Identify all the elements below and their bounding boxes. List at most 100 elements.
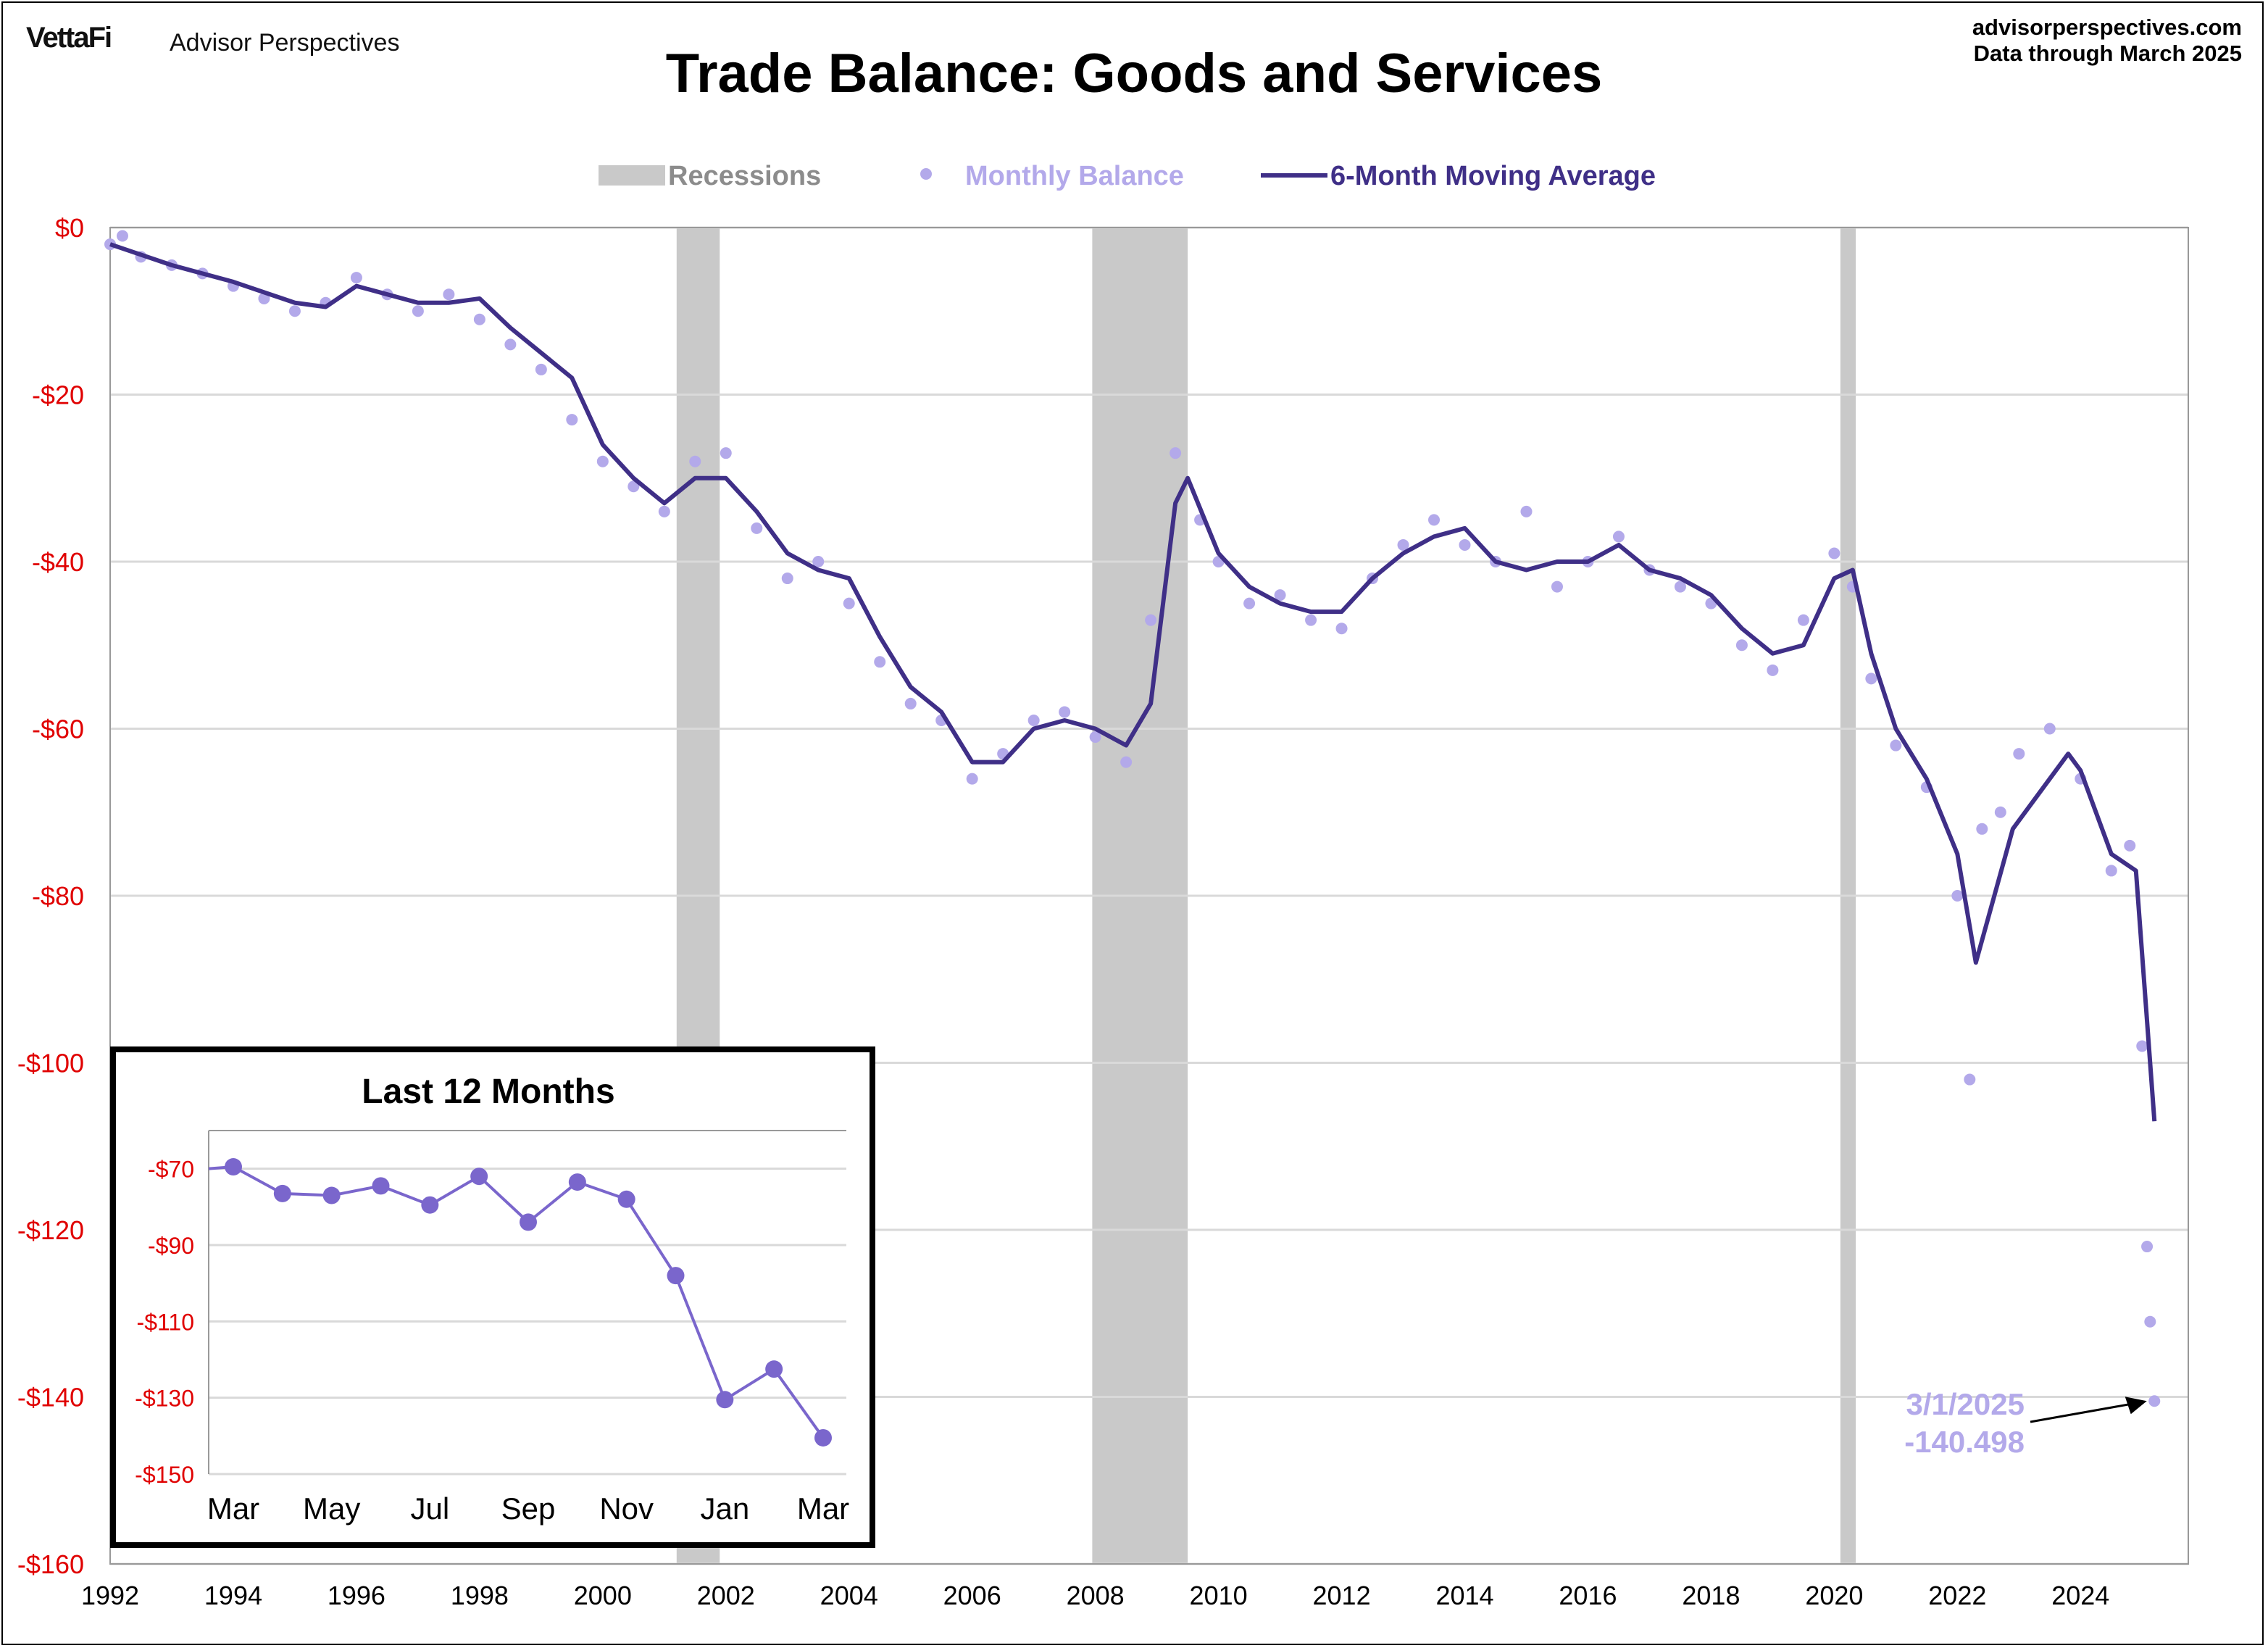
monthly-balance-point: [1674, 580, 1686, 593]
legend-recession-swatch: [599, 165, 665, 186]
monthly-balance-point: [658, 505, 670, 517]
monthly-balance-point: [1059, 706, 1071, 718]
monthly-balance-point: [843, 597, 855, 609]
x-tick-label: 2008: [1067, 1581, 1125, 1610]
inset-y-tick-label: -$90: [148, 1233, 194, 1259]
x-tick-label: 2012: [1313, 1581, 1371, 1610]
monthly-balance-point: [288, 305, 301, 317]
inset-point: [814, 1428, 832, 1447]
monthly-balance-point: [1520, 505, 1533, 517]
legend-dot-swatch: [920, 168, 932, 180]
monthly-balance-point: [1612, 530, 1625, 543]
monthly-balance-point: [1865, 673, 1877, 685]
monthly-balance-point: [1089, 731, 1101, 744]
monthly-balance-point: [1170, 447, 1182, 459]
annotation-value: -140.498: [1904, 1425, 2025, 1459]
monthly-balance-point: [1735, 639, 1748, 652]
monthly-balance-point: [751, 522, 763, 534]
monthly-balance-point: [116, 230, 128, 242]
legend-recessions: Recessions: [668, 161, 821, 191]
monthly-balance-point: [1994, 806, 2006, 818]
chart-title: Trade Balance: Goods and Services: [665, 43, 1603, 104]
monthly-balance-point: [1397, 538, 1409, 551]
inset-y-tick-label: -$150: [135, 1462, 194, 1488]
y-tick-label: -$60: [32, 715, 84, 744]
y-tick-label: -$120: [17, 1215, 84, 1245]
y-tick-label: -$20: [32, 380, 84, 410]
monthly-balance-point: [1890, 739, 1902, 752]
x-tick-label: 2016: [1559, 1581, 1617, 1610]
monthly-balance-point: [2124, 839, 2136, 852]
monthly-balance-point: [2043, 723, 2056, 735]
inset-point: [667, 1267, 685, 1285]
y-tick-label: -$140: [17, 1383, 84, 1412]
monthly-balance-point: [1027, 714, 1040, 726]
monthly-balance-point: [1305, 614, 1317, 626]
monthly-balance-point: [1797, 614, 1809, 626]
monthly-balance-point: [904, 697, 917, 709]
x-tick-label: 2010: [1190, 1581, 1248, 1610]
inset-point: [273, 1184, 291, 1202]
monthly-balance-point: [1120, 756, 1133, 768]
monthly-balance-point: [2144, 1315, 2156, 1328]
y-tick-label: -$160: [17, 1549, 84, 1579]
data-through: Data through March 2025: [1973, 41, 2242, 66]
inset-y-tick-label: -$130: [135, 1386, 194, 1412]
inset-point: [225, 1158, 242, 1176]
monthly-balance-point: [812, 556, 825, 567]
legend-monthly-balance: Monthly Balance: [965, 161, 1184, 191]
monthly-balance-point: [689, 455, 701, 467]
x-tick-label: 2020: [1805, 1581, 1863, 1610]
plot-border: [109, 227, 2189, 1565]
inset-x-tick-label: Sep: [501, 1491, 556, 1526]
monthly-balance-point: [2105, 865, 2117, 877]
source-info: advisorperspectives.com Data through Mar…: [1972, 14, 2242, 67]
monthly-balance-point: [596, 455, 609, 467]
inset-x-tick-label: May: [303, 1491, 360, 1526]
monthly-balance-point: [1828, 547, 1840, 559]
inset-point: [470, 1168, 488, 1186]
monthly-balance-point: [258, 292, 270, 304]
monthly-balance-point: [350, 272, 362, 284]
vettafi-logo: VettaFi: [26, 22, 112, 54]
inset-y-tick-label: -$70: [148, 1157, 194, 1183]
inset-x-tick-label: Jan: [700, 1491, 749, 1526]
y-tick-label: -$80: [32, 881, 84, 911]
legend-moving-average: 6-Month Moving Average: [1330, 161, 1656, 191]
x-tick-label: 2022: [1928, 1581, 1986, 1610]
x-tick-label: 1992: [81, 1581, 139, 1610]
x-tick-label: 2006: [943, 1581, 1001, 1610]
monthly-balance-point: [1767, 664, 1779, 676]
y-tick-label: -$40: [32, 547, 84, 577]
x-tick-label: 2002: [697, 1581, 755, 1610]
y-tick-label: $0: [55, 213, 84, 243]
monthly-balance-point: [2013, 748, 2025, 760]
monthly-balance-point: [1551, 580, 1563, 593]
x-tick-label: 1996: [328, 1581, 385, 1610]
annotation-arrowhead: [2125, 1397, 2147, 1415]
monthly-balance-point: [2141, 1241, 2154, 1253]
inset-point: [322, 1186, 341, 1204]
monthly-balance-point: [628, 480, 640, 493]
inset-point: [372, 1177, 390, 1195]
monthly-balance-point: [443, 288, 455, 301]
x-tick-label: 1994: [204, 1581, 262, 1610]
x-tick-label: 2018: [1682, 1581, 1740, 1610]
monthly-balance-point: [1951, 890, 1964, 902]
inset-x-tick-label: Mar: [797, 1491, 849, 1526]
x-tick-label: 2014: [1435, 1581, 1493, 1610]
monthly-balance-point: [2136, 1040, 2148, 1052]
monthly-balance-point: [781, 573, 793, 585]
inset-box: [110, 1046, 875, 1548]
inset-point: [716, 1391, 734, 1409]
x-tick-label: 2004: [820, 1581, 878, 1610]
monthly-balance-point: [535, 363, 547, 375]
inset-point: [520, 1213, 537, 1231]
inset-point: [765, 1360, 783, 1378]
y-tick-label: -$100: [17, 1049, 84, 1078]
inset-x-tick-label: Nov: [599, 1491, 654, 1526]
monthly-balance-point: [1459, 538, 1471, 551]
monthly-balance-point: [966, 773, 978, 785]
